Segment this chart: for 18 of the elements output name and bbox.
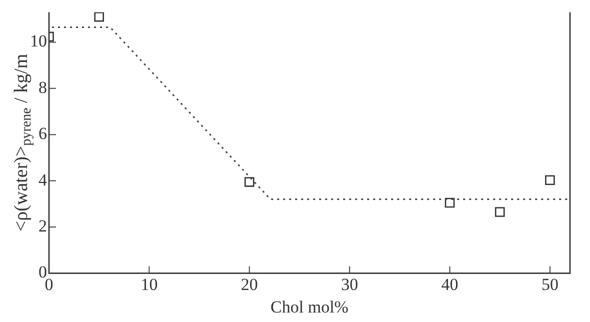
y-tick-label: 10 xyxy=(30,32,47,51)
y-tick-label: 2 xyxy=(38,216,47,236)
point xyxy=(545,175,555,186)
point xyxy=(494,207,505,217)
x-axis-title: Chol mol% xyxy=(270,297,348,316)
point xyxy=(444,198,455,208)
point xyxy=(94,12,104,22)
y-tick-label: 0 xyxy=(38,262,47,282)
x-tick-label: 30 xyxy=(341,274,358,294)
x-tick-label: 20 xyxy=(240,274,258,294)
y-tick-label: 8 xyxy=(38,78,47,97)
x-tick-label: 10 xyxy=(140,274,158,294)
y-tick-label: 4 xyxy=(38,170,48,190)
x-tick-label: 50 xyxy=(541,274,558,294)
y-axis-title: <ρ(water)>pyrene / kg/m xyxy=(10,54,35,232)
x-tick-label: 40 xyxy=(441,274,458,294)
point xyxy=(244,177,254,187)
y-tick-label: 6 xyxy=(38,124,47,144)
